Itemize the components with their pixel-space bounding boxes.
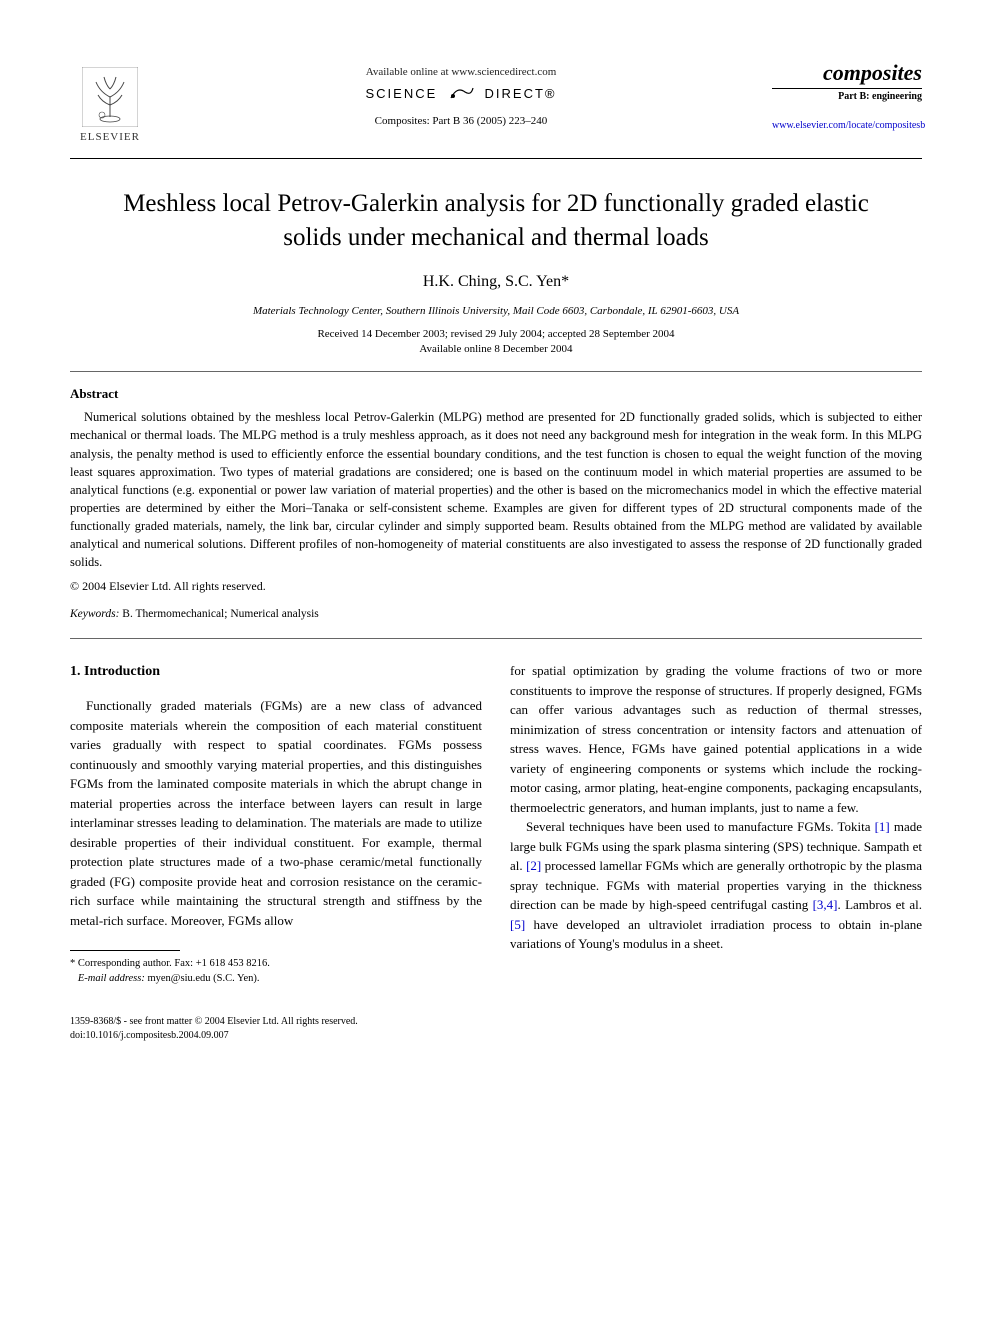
sd-right: DIRECT® [485, 86, 557, 101]
intro-para-left: Functionally graded materials (FGMs) are… [70, 696, 482, 930]
sd-swirl-icon [447, 84, 475, 105]
email-value: myen@siu.edu (S.C. Yen). [145, 973, 260, 984]
left-column: 1. Introduction Functionally graded mate… [70, 661, 482, 1042]
email-line: E-mail address: myen@siu.edu (S.C. Yen). [70, 972, 482, 987]
email-label: E-mail address: [78, 973, 145, 984]
footnote-divider [70, 950, 180, 951]
intro-para-right-1: for spatial optimization by grading the … [510, 661, 922, 817]
doi-line: doi:10.1016/j.compositesb.2004.09.007 [70, 1029, 482, 1043]
dates-online: Available online 8 December 2004 [419, 343, 572, 355]
body-columns: 1. Introduction Functionally graded mate… [70, 661, 922, 1042]
divider [70, 158, 922, 159]
elsevier-tree-icon [82, 67, 138, 127]
article-title: Meshless local Petrov-Galerkin analysis … [110, 187, 882, 255]
affiliation: Materials Technology Center, Southern Il… [70, 305, 922, 317]
issn-line: 1359-8368/$ - see front matter © 2004 El… [70, 1015, 482, 1029]
footer-meta: 1359-8368/$ - see front matter © 2004 El… [70, 1015, 482, 1043]
journal-url[interactable]: www.elsevier.com/locate/compositesb [772, 120, 922, 131]
section-1-heading: 1. Introduction [70, 661, 482, 682]
frag-a: Several techniques have been used to man… [526, 819, 875, 834]
divider [70, 371, 922, 372]
keywords-value: B. Thermomechanical; Numerical analysis [119, 608, 318, 620]
ref-link-1[interactable]: [1] [875, 819, 890, 834]
keywords-line: Keywords: B. Thermomechanical; Numerical… [70, 608, 922, 620]
journal-logo-block: composites Part B: engineering www.elsev… [772, 60, 922, 131]
abstract-text: Numerical solutions obtained by the mesh… [70, 408, 922, 571]
right-column: for spatial optimization by grading the … [510, 661, 922, 1042]
citation-line: Composites: Part B 36 (2005) 223–240 [150, 115, 772, 127]
page-header: ELSEVIER Available online at www.science… [70, 60, 922, 150]
ref-link-5[interactable]: [5] [510, 917, 525, 932]
intro-para-right-2: Several techniques have been used to man… [510, 817, 922, 954]
authors: H.K. Ching, S.C. Yen* [70, 273, 922, 291]
dates-received: Received 14 December 2003; revised 29 Ju… [317, 328, 674, 340]
corresponding-footnote: * Corresponding author. Fax: +1 618 453 … [70, 957, 482, 986]
publisher-name: ELSEVIER [80, 131, 140, 143]
sd-left: SCIENCE [365, 86, 437, 101]
keywords-label: Keywords: [70, 608, 119, 620]
frag-d: . Lambros et al. [837, 897, 922, 912]
science-direct-logo: SCIENCE DIRECT® [150, 84, 772, 105]
divider [70, 638, 922, 639]
abstract-body: Numerical solutions obtained by the mesh… [70, 408, 922, 571]
journal-title: composites [772, 60, 922, 86]
journal-subtitle: Part B: engineering [772, 88, 922, 102]
ref-link-34[interactable]: [3,4] [813, 897, 838, 912]
available-online-text: Available online at www.sciencedirect.co… [150, 66, 772, 78]
corresponding-author: * Corresponding author. Fax: +1 618 453 … [70, 957, 482, 972]
copyright-line: © 2004 Elsevier Ltd. All rights reserved… [70, 579, 922, 594]
ref-link-2[interactable]: [2] [526, 858, 541, 873]
article-dates: Received 14 December 2003; revised 29 Ju… [70, 327, 922, 358]
center-header: Available online at www.sciencedirect.co… [150, 60, 772, 127]
publisher-logo: ELSEVIER [70, 60, 150, 150]
abstract-heading: Abstract [70, 386, 922, 402]
frag-e: have developed an ultraviolet irradiatio… [510, 917, 922, 952]
